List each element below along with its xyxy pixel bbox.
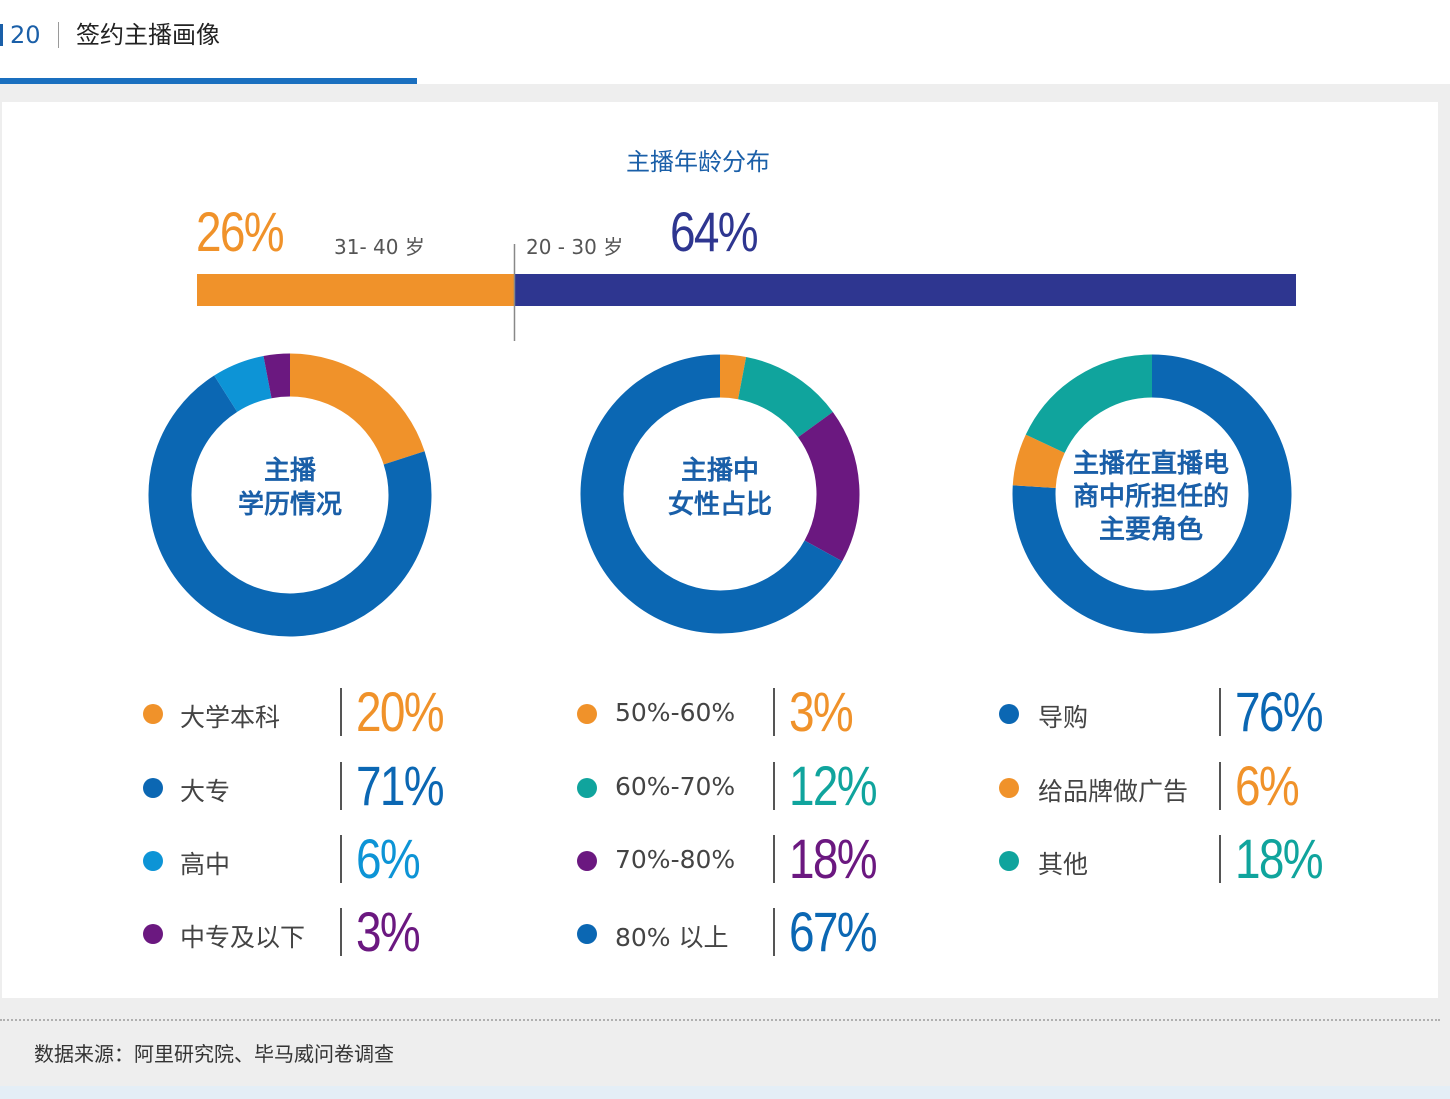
legend-dot: [577, 704, 597, 724]
legend-label: 高中: [180, 850, 231, 879]
age-31-40-label: 31- 40 岁: [334, 235, 425, 259]
header-accent-bar: [0, 78, 417, 84]
legend-dot: [143, 851, 163, 871]
legend-value: 71%: [356, 754, 445, 817]
donut-3-label: 主播在直播电 商中所担任的 主要角色: [1046, 448, 1256, 547]
donut-3-slice-2: [1012, 434, 1065, 489]
legend-dot: [999, 851, 1019, 871]
chart-card: [2, 102, 1438, 998]
legend-label: 50%-60%: [615, 698, 736, 727]
donut-2-slice-4: [580, 354, 843, 634]
legend-value: 18%: [1235, 827, 1324, 890]
page-title: 签约主播画像: [76, 21, 220, 49]
age-20-30-value: 64%: [670, 200, 759, 263]
legend-separator: [773, 688, 775, 736]
page-header: 20 签约主播画像: [0, 0, 1450, 84]
legend-dot: [577, 778, 597, 798]
legend-value: 20%: [356, 680, 445, 743]
donut-1-label-line2: 学历情况: [237, 490, 342, 520]
legend-dot: [143, 924, 163, 944]
age-20-30-label: 20 - 30 岁: [526, 235, 624, 259]
page-number: 20: [0, 18, 41, 52]
legend-label: 其他: [1038, 850, 1089, 879]
legend-separator: [773, 908, 775, 956]
donut-3-label-line3: 主要角色: [1098, 515, 1203, 545]
legend-label: 大专: [180, 777, 231, 806]
donut-3-slice-3: [1025, 354, 1153, 454]
legend-separator: [1219, 688, 1221, 736]
legend-dot: [577, 851, 597, 871]
footer-divider: [0, 1019, 1440, 1021]
legend-value: 3%: [789, 680, 854, 743]
donut-1-slice-4: [263, 353, 291, 399]
donut-1-label: 主播 学历情况: [190, 454, 390, 522]
legend-label: 给品牌做广告: [1038, 777, 1189, 806]
legend-value: 12%: [789, 754, 878, 817]
legend-dot: [143, 778, 163, 798]
legend-label: 导购: [1038, 703, 1089, 732]
legend-separator: [1219, 762, 1221, 810]
legend-separator: [340, 688, 342, 736]
donut-2-label: 主播中 女性占比: [620, 454, 820, 522]
age-chart-title: 主播年龄分布: [626, 148, 770, 176]
legend-value: 6%: [1235, 754, 1300, 817]
legend-label: 70%-80%: [615, 845, 736, 874]
legend-label: 80% 以上: [615, 923, 729, 952]
donut-3-label-line2: 商中所担任的: [1072, 482, 1229, 512]
legend-separator: [340, 835, 342, 883]
legend-separator: [1219, 835, 1221, 883]
footer-strip: [0, 1086, 1450, 1099]
age-bar-20-30: [514, 274, 1296, 306]
age-31-40-value: 26%: [196, 200, 285, 263]
legend-dot: [143, 704, 163, 724]
donut-3-label-line1: 主播在直播电: [1072, 449, 1229, 479]
donut-2-slice-3: [797, 412, 860, 562]
age-bar-31-40: [197, 274, 515, 306]
source-note: 数据来源：阿里研究院、毕马威问卷调查: [34, 1042, 394, 1066]
legend-value: 67%: [789, 900, 878, 963]
legend-value: 18%: [789, 827, 878, 890]
donut-2-label-line1: 主播中: [680, 456, 759, 486]
legend-label: 大学本科: [180, 703, 281, 732]
legend-value: 6%: [356, 827, 421, 890]
donut-1-slice-2: [148, 375, 432, 637]
donut-2-slice-1: [719, 354, 747, 400]
legend-separator: [340, 908, 342, 956]
legend-label: 中专及以下: [180, 923, 306, 952]
legend-dot: [999, 778, 1019, 798]
donut-1-slice-3: [214, 356, 273, 413]
legend-separator: [773, 762, 775, 810]
header-divider: [58, 22, 59, 48]
legend-value: 3%: [356, 900, 421, 963]
donut-2-slice-2: [737, 356, 833, 438]
legend-separator: [773, 835, 775, 883]
donut-3-slice-1: [1012, 354, 1292, 634]
legend-dot: [999, 704, 1019, 724]
donut-1-label-line1: 主播: [263, 456, 316, 486]
donut-2-label-line2: 女性占比: [667, 490, 772, 520]
legend-label: 60%-70%: [615, 772, 736, 801]
legend-dot: [577, 924, 597, 944]
legend-value: 76%: [1235, 680, 1324, 743]
legend-separator: [340, 762, 342, 810]
donut-1-slice-1: [289, 353, 425, 466]
